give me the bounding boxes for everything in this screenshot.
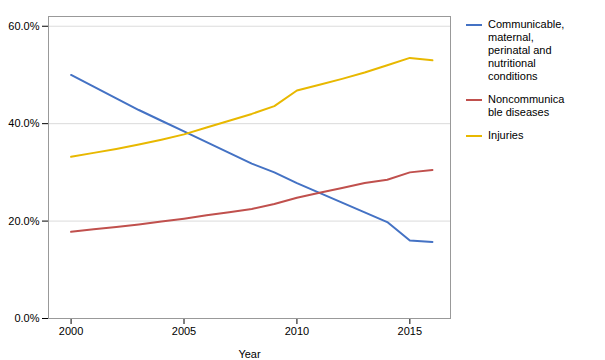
svg-text:0.0%: 0.0%: [14, 312, 39, 324]
html-text:Noncommunica ble diseases: Noncommunica ble diseases: [488, 93, 565, 118]
svg-text:Year: Year: [238, 348, 261, 360]
svg-text:2015: 2015: [398, 325, 422, 337]
svg-text:2005: 2005: [172, 325, 196, 337]
html-text:Communicable, maternal, perina: Communicable, maternal, perinatal and nu…: [488, 18, 565, 82]
html-text:Injuries: Injuries: [488, 129, 524, 141]
svg-text:2010: 2010: [285, 325, 309, 337]
svg-text:60.0%: 60.0%: [8, 20, 39, 32]
svg-text:2000: 2000: [59, 325, 83, 337]
svg-text:40.0%: 40.0%: [8, 117, 39, 129]
svg-text:20.0%: 20.0%: [8, 215, 39, 227]
